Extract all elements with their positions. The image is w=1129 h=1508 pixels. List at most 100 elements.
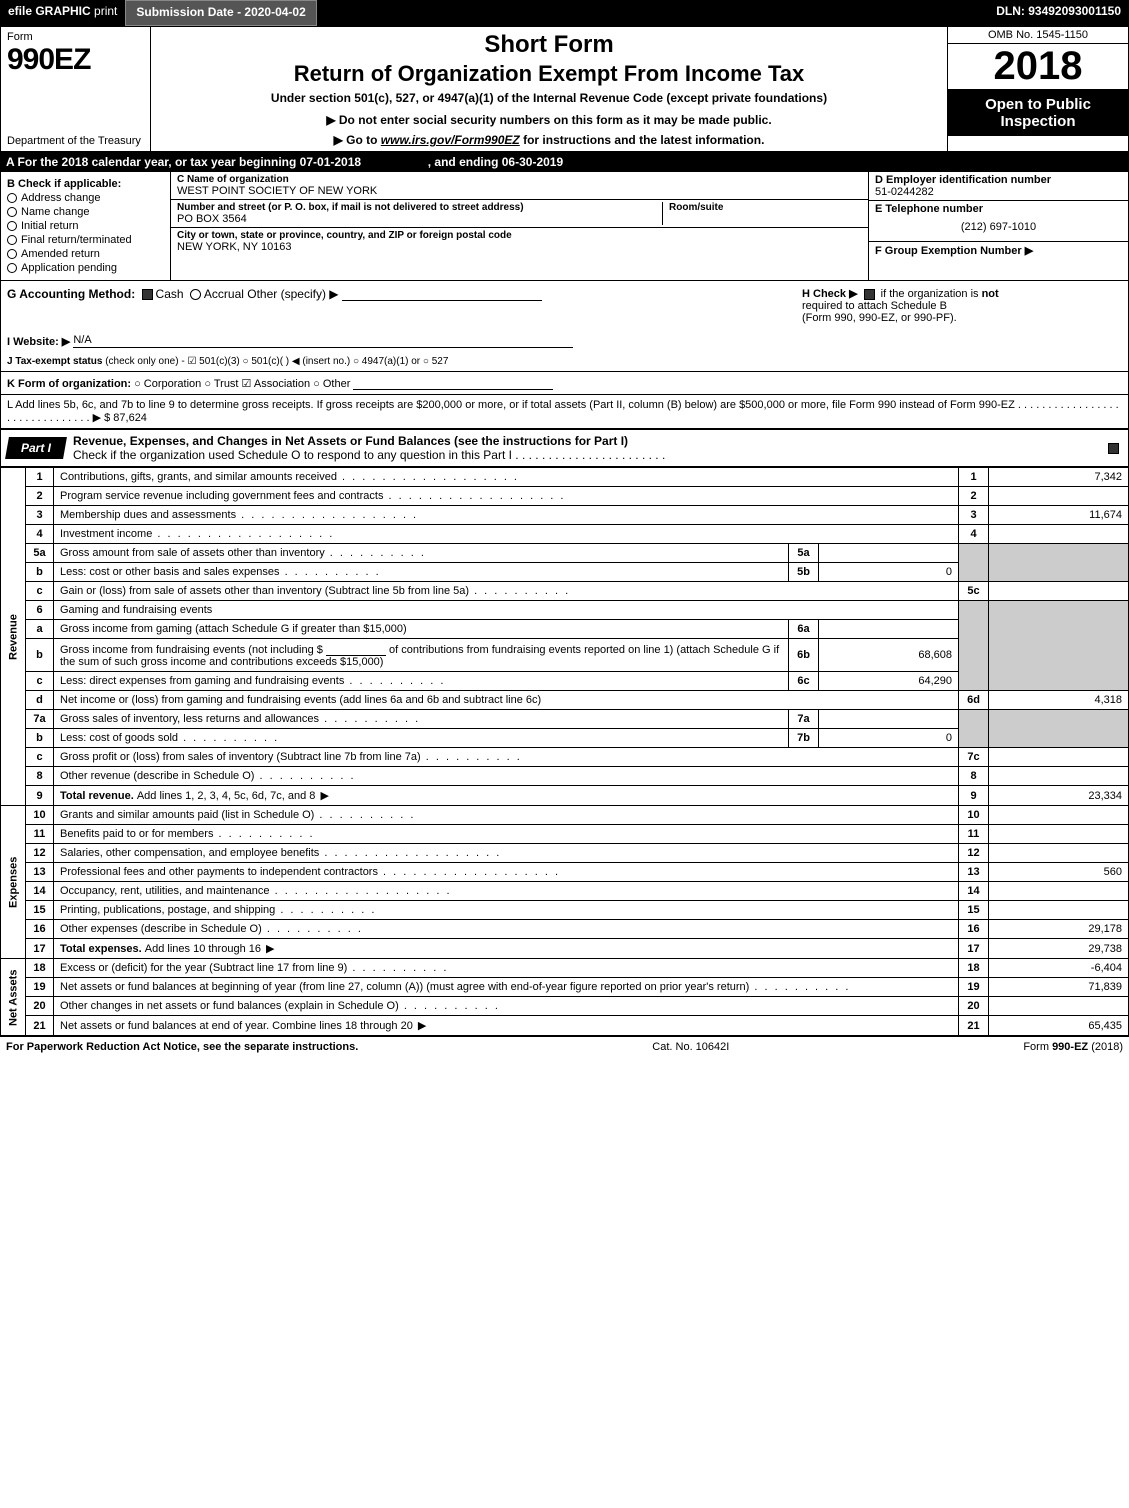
line-amt — [989, 767, 1129, 786]
other-specify-input[interactable] — [342, 287, 542, 301]
line-amt — [989, 882, 1129, 901]
contrib-input[interactable] — [326, 642, 386, 656]
dln-label: DLN: 93492093001150 — [988, 0, 1129, 26]
cash-checkbox[interactable] — [142, 289, 153, 300]
chk-initial[interactable]: Initial return — [7, 220, 164, 232]
grey-cell — [959, 601, 989, 691]
line-amt: 560 — [989, 863, 1129, 882]
table-row: 21 Net assets or fund balances at end of… — [1, 1016, 1129, 1036]
goto-pre: ▶ Go to — [334, 133, 381, 147]
k-other-input[interactable] — [353, 376, 553, 390]
chk-amended[interactable]: Amended return — [7, 248, 164, 260]
table-row: 19Net assets or fund balances at beginni… — [1, 978, 1129, 997]
table-row: 5a Gross amount from sale of assets othe… — [1, 544, 1129, 563]
line-num: 16 — [26, 920, 54, 939]
line-desc: Program service revenue including govern… — [54, 487, 959, 506]
table-row: 20Other changes in net assets or fund ba… — [1, 997, 1129, 1016]
city-value: NEW YORK, NY 10163 — [177, 241, 862, 253]
table-row: 8 Other revenue (describe in Schedule O)… — [1, 767, 1129, 786]
efile-print: print — [91, 4, 118, 18]
line-g-h: G Accounting Method: Cash Accrual Other … — [0, 281, 1129, 330]
form-number: 990EZ — [7, 43, 144, 77]
line-rnum: 7c — [959, 748, 989, 767]
line-amt: 7,342 — [989, 468, 1129, 487]
grey-cell — [989, 544, 1129, 582]
line-amt — [989, 844, 1129, 863]
line-desc: Investment income — [54, 525, 959, 544]
line-rnum: 16 — [959, 920, 989, 939]
checkbox-icon — [7, 235, 17, 245]
checkbox-icon — [7, 249, 17, 259]
j-rest: (check only one) - ☑ 501(c)(3) ○ 501(c)(… — [105, 356, 448, 367]
accrual-checkbox[interactable] — [190, 289, 201, 300]
paperwork-notice: For Paperwork Reduction Act Notice, see … — [6, 1041, 358, 1053]
part1-table: Revenue 1 Contributions, gifts, grants, … — [0, 467, 1129, 1036]
chk-address[interactable]: Address change — [7, 192, 164, 204]
line-desc: Gaming and fundraising events — [54, 601, 959, 620]
line-num: 3 — [26, 506, 54, 525]
table-row: 4 Investment income 4 — [1, 525, 1129, 544]
website-value[interactable]: N/A — [73, 334, 573, 348]
grey-cell — [959, 544, 989, 582]
line-desc: Less: cost or other basis and sales expe… — [54, 563, 789, 582]
open-public: Open to Public Inspection — [948, 90, 1128, 136]
goto-post: for instructions and the latest informat… — [520, 133, 765, 147]
street-value: PO BOX 3564 — [177, 213, 662, 225]
line-num: b — [26, 729, 54, 748]
line-k: K Form of organization: ○ Corporation ○ … — [0, 371, 1129, 394]
box-e: E Telephone number (212) 697-1010 — [869, 201, 1128, 242]
form-word: Form — [7, 31, 144, 43]
line-i: I Website: ▶ N/A — [0, 330, 1129, 352]
line-rnum: 19 — [959, 978, 989, 997]
line-amt: 4,318 — [989, 691, 1129, 710]
line-desc: Occupancy, rent, utilities, and maintena… — [54, 882, 959, 901]
efile-label: efile GRAPHIC print — [0, 0, 125, 26]
line-desc: Gross income from gaming (attach Schedul… — [54, 620, 789, 639]
table-row: 3 Membership dues and assessments 3 11,6… — [1, 506, 1129, 525]
line-num: 17 — [26, 939, 54, 959]
line-desc: Net assets or fund balances at beginning… — [54, 978, 959, 997]
l-amount: 87,624 — [113, 412, 147, 424]
line-desc-17: Total expenses. Add lines 10 through 16 — [54, 939, 959, 959]
chk-final-label: Final return/terminated — [21, 234, 132, 246]
chk-final[interactable]: Final return/terminated — [7, 234, 164, 246]
h-checkbox[interactable] — [864, 289, 875, 300]
return-title: Return of Organization Exempt From Incom… — [159, 61, 939, 87]
room-suite: Room/suite — [662, 202, 862, 225]
submission-date: Submission Date - 2020-04-02 — [125, 0, 316, 26]
omb-number: OMB No. 1545-1150 — [948, 27, 1128, 44]
chk-initial-label: Initial return — [21, 220, 78, 232]
line-desc: Gross profit or (loss) from sales of inv… — [54, 748, 959, 767]
chk-pending[interactable]: Application pending — [7, 262, 164, 274]
goto-link[interactable]: www.irs.gov/Form990EZ — [381, 133, 520, 147]
expenses-side-label: Expenses — [1, 806, 26, 959]
line-num: 19 — [26, 978, 54, 997]
room-label: Room/suite — [669, 202, 862, 213]
line-desc: Salaries, other compensation, and employ… — [54, 844, 959, 863]
line-desc: Other changes in net assets or fund bala… — [54, 997, 959, 1016]
grey-cell — [989, 601, 1129, 691]
line-num: a — [26, 620, 54, 639]
goto-line: ▶ Go to www.irs.gov/Form990EZ for instru… — [159, 133, 939, 147]
line-amt: 23,334 — [989, 786, 1129, 806]
line-rnum: 8 — [959, 767, 989, 786]
line-amt — [989, 525, 1129, 544]
line-rnum: 14 — [959, 882, 989, 901]
sub-value: 68,608 — [819, 639, 959, 672]
chk-name[interactable]: Name change — [7, 206, 164, 218]
topbar-spacer — [317, 0, 988, 26]
cash-label: Cash — [156, 287, 184, 301]
table-row: 6 Gaming and fundraising events — [1, 601, 1129, 620]
sub-label: 5b — [789, 563, 819, 582]
table-row: c Gross profit or (loss) from sales of i… — [1, 748, 1129, 767]
phone-label: E Telephone number — [875, 203, 1122, 215]
part1-tab-text: Part I — [21, 441, 51, 455]
line-desc: Gross amount from sale of assets other t… — [54, 544, 789, 563]
h-text3: required to attach Schedule B — [802, 300, 947, 312]
line-num: b — [26, 639, 54, 672]
sub-value — [819, 544, 959, 563]
g-label: G Accounting Method: — [7, 287, 135, 301]
sub-value — [819, 710, 959, 729]
line-amt — [989, 487, 1129, 506]
part1-schedule-o-check[interactable] — [1099, 437, 1128, 459]
